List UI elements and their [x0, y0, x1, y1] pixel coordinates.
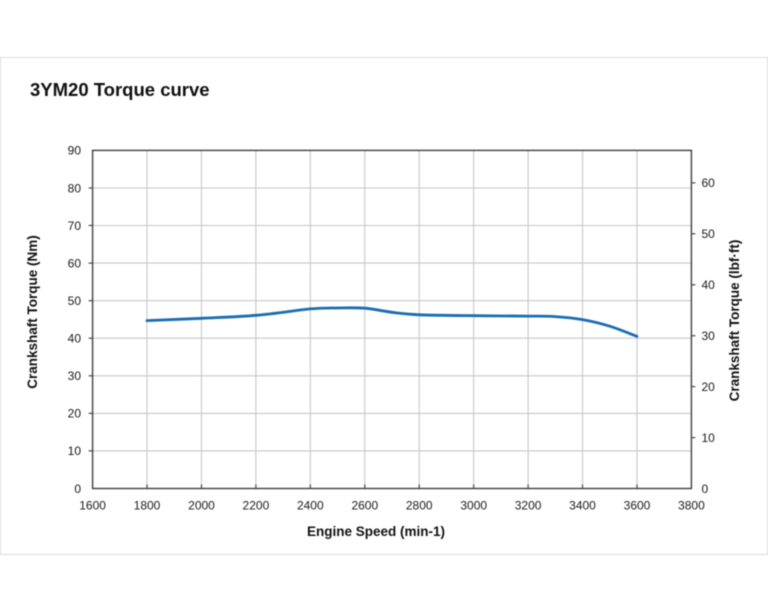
svg-text:3600: 3600 — [624, 499, 651, 513]
svg-text:Crankshaft Torque (lbf·ft): Crankshaft Torque (lbf·ft) — [727, 240, 742, 402]
svg-text:10: 10 — [68, 444, 82, 458]
svg-text:70: 70 — [68, 219, 82, 233]
svg-text:90: 90 — [68, 144, 82, 158]
svg-text:50: 50 — [702, 227, 716, 241]
svg-text:2600: 2600 — [351, 499, 378, 513]
svg-text:Engine Speed (min-1): Engine Speed (min-1) — [307, 524, 445, 539]
svg-text:40: 40 — [702, 278, 716, 292]
svg-text:2400: 2400 — [297, 499, 324, 513]
svg-text:50: 50 — [68, 294, 82, 308]
svg-text:2800: 2800 — [406, 499, 433, 513]
svg-text:3400: 3400 — [569, 499, 596, 513]
svg-text:80: 80 — [68, 181, 82, 195]
svg-text:60: 60 — [702, 176, 716, 190]
svg-text:3200: 3200 — [515, 499, 542, 513]
svg-text:20: 20 — [702, 380, 716, 394]
svg-text:2000: 2000 — [188, 499, 215, 513]
svg-text:1600: 1600 — [79, 499, 106, 513]
svg-text:3YM20 Torque curve: 3YM20 Torque curve — [30, 79, 210, 100]
svg-text:60: 60 — [68, 256, 82, 270]
svg-text:1800: 1800 — [134, 499, 161, 513]
svg-text:3800: 3800 — [678, 499, 705, 513]
svg-text:0: 0 — [702, 482, 709, 496]
svg-text:10: 10 — [702, 431, 716, 445]
svg-text:20: 20 — [68, 407, 82, 421]
svg-text:2200: 2200 — [243, 499, 270, 513]
svg-text:3000: 3000 — [460, 499, 487, 513]
svg-text:30: 30 — [702, 329, 716, 343]
svg-text:30: 30 — [68, 369, 82, 383]
svg-text:Crankshaft Torque (Nm): Crankshaft Torque (Nm) — [25, 235, 40, 389]
svg-text:40: 40 — [68, 332, 82, 346]
svg-text:0: 0 — [74, 482, 81, 496]
